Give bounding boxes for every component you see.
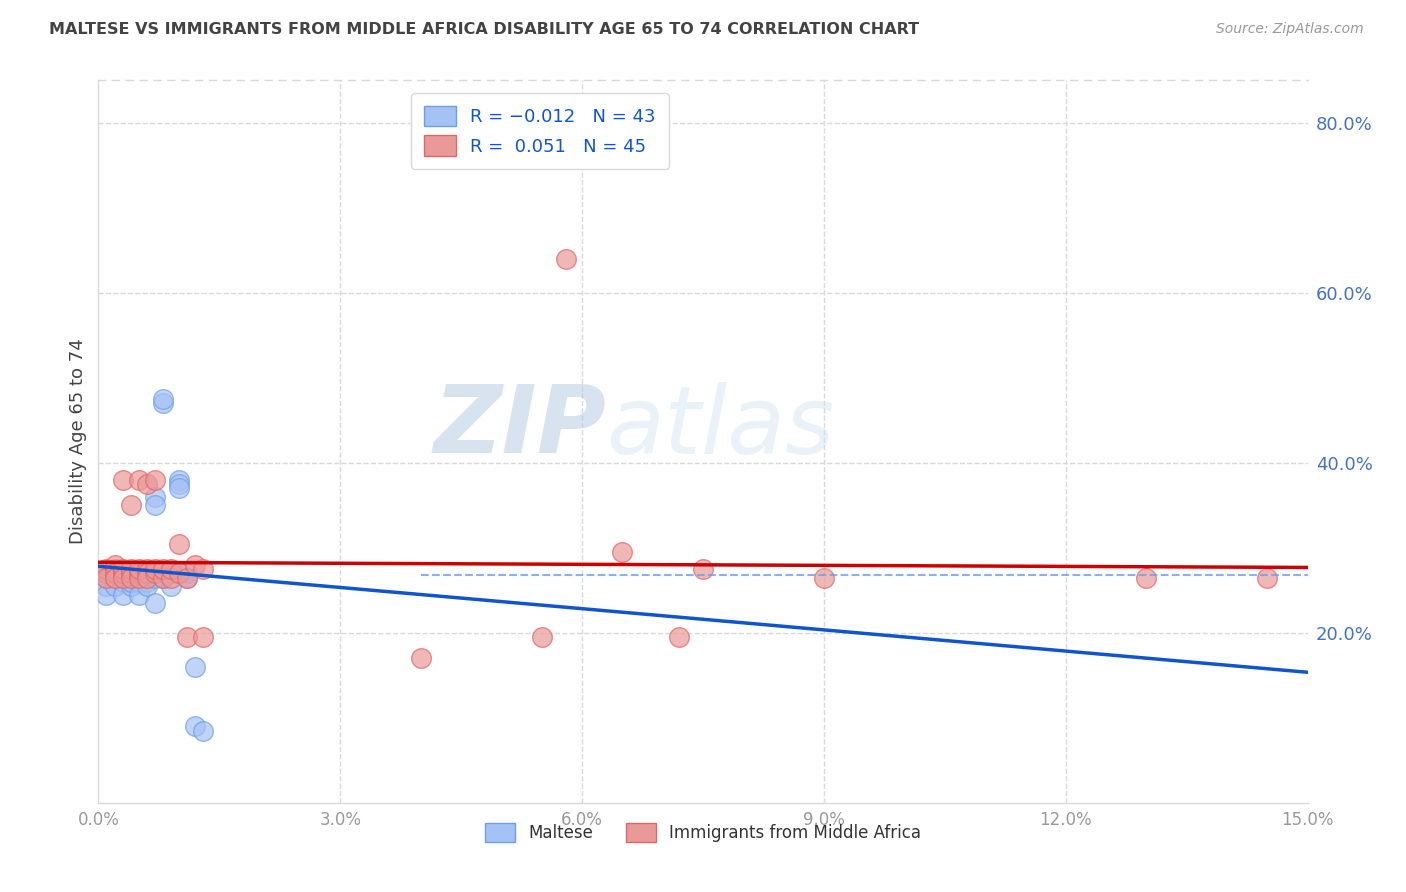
Point bbox=[128, 566, 150, 581]
Point bbox=[167, 477, 190, 491]
Point bbox=[135, 570, 157, 584]
Point bbox=[128, 473, 150, 487]
Text: ZIP: ZIP bbox=[433, 381, 606, 473]
Point bbox=[1256, 570, 1278, 584]
Point bbox=[96, 562, 118, 576]
Point bbox=[135, 477, 157, 491]
Point bbox=[103, 566, 125, 581]
Point bbox=[111, 562, 134, 576]
Point bbox=[120, 570, 142, 584]
Point bbox=[143, 596, 166, 610]
Point bbox=[152, 562, 174, 576]
Point bbox=[96, 566, 118, 581]
Point bbox=[96, 579, 118, 593]
Point bbox=[120, 566, 142, 581]
Point bbox=[120, 498, 142, 512]
Text: MALTESE VS IMMIGRANTS FROM MIDDLE AFRICA DISABILITY AGE 65 TO 74 CORRELATION CHA: MALTESE VS IMMIGRANTS FROM MIDDLE AFRICA… bbox=[49, 22, 920, 37]
Point bbox=[135, 574, 157, 589]
Point bbox=[111, 574, 134, 589]
Point bbox=[103, 566, 125, 581]
Point bbox=[103, 566, 125, 581]
Point bbox=[120, 574, 142, 589]
Point bbox=[813, 570, 835, 584]
Point bbox=[160, 579, 183, 593]
Point bbox=[135, 566, 157, 581]
Point bbox=[167, 536, 190, 550]
Point bbox=[111, 566, 134, 581]
Point bbox=[184, 719, 207, 733]
Point bbox=[692, 562, 714, 576]
Point bbox=[103, 562, 125, 576]
Point bbox=[160, 562, 183, 576]
Point bbox=[103, 570, 125, 584]
Point bbox=[193, 630, 215, 644]
Point bbox=[120, 566, 142, 581]
Point bbox=[143, 490, 166, 504]
Text: atlas: atlas bbox=[606, 382, 835, 473]
Point bbox=[120, 579, 142, 593]
Point bbox=[152, 570, 174, 584]
Point bbox=[96, 588, 118, 602]
Point bbox=[167, 481, 190, 495]
Point bbox=[612, 545, 634, 559]
Point bbox=[103, 558, 125, 572]
Point bbox=[160, 566, 183, 581]
Point bbox=[128, 588, 150, 602]
Point bbox=[555, 252, 578, 266]
Point bbox=[111, 566, 134, 581]
Point bbox=[143, 562, 166, 576]
Point bbox=[120, 562, 142, 576]
Point bbox=[135, 562, 157, 576]
Point bbox=[128, 570, 150, 584]
Point bbox=[96, 570, 118, 584]
Point bbox=[111, 473, 134, 487]
Point bbox=[143, 473, 166, 487]
Point bbox=[176, 570, 198, 584]
Point bbox=[184, 660, 207, 674]
Point bbox=[128, 566, 150, 581]
Point bbox=[135, 566, 157, 581]
Point bbox=[128, 562, 150, 576]
Point bbox=[668, 630, 690, 644]
Point bbox=[160, 570, 183, 584]
Point bbox=[176, 630, 198, 644]
Point bbox=[160, 566, 183, 581]
Point bbox=[167, 566, 190, 581]
Point bbox=[111, 566, 134, 581]
Point bbox=[184, 558, 207, 572]
Point bbox=[135, 570, 157, 584]
Point bbox=[193, 562, 215, 576]
Point bbox=[143, 566, 166, 581]
Legend: Maltese, Immigrants from Middle Africa: Maltese, Immigrants from Middle Africa bbox=[478, 816, 928, 848]
Y-axis label: Disability Age 65 to 74: Disability Age 65 to 74 bbox=[69, 339, 87, 544]
Point bbox=[152, 396, 174, 410]
Point bbox=[143, 498, 166, 512]
Text: Source: ZipAtlas.com: Source: ZipAtlas.com bbox=[1216, 22, 1364, 37]
Point bbox=[409, 651, 432, 665]
Point bbox=[103, 579, 125, 593]
Point bbox=[152, 392, 174, 406]
Point bbox=[120, 570, 142, 584]
Point bbox=[176, 570, 198, 584]
Point bbox=[152, 570, 174, 584]
Point bbox=[103, 570, 125, 584]
Point bbox=[530, 630, 553, 644]
Point bbox=[1135, 570, 1157, 584]
Point bbox=[111, 588, 134, 602]
Point bbox=[111, 570, 134, 584]
Point bbox=[128, 574, 150, 589]
Point bbox=[111, 570, 134, 584]
Point bbox=[128, 570, 150, 584]
Point bbox=[96, 570, 118, 584]
Point bbox=[135, 579, 157, 593]
Point bbox=[167, 473, 190, 487]
Point bbox=[128, 570, 150, 584]
Point bbox=[143, 570, 166, 584]
Point bbox=[193, 723, 215, 738]
Point bbox=[176, 566, 198, 581]
